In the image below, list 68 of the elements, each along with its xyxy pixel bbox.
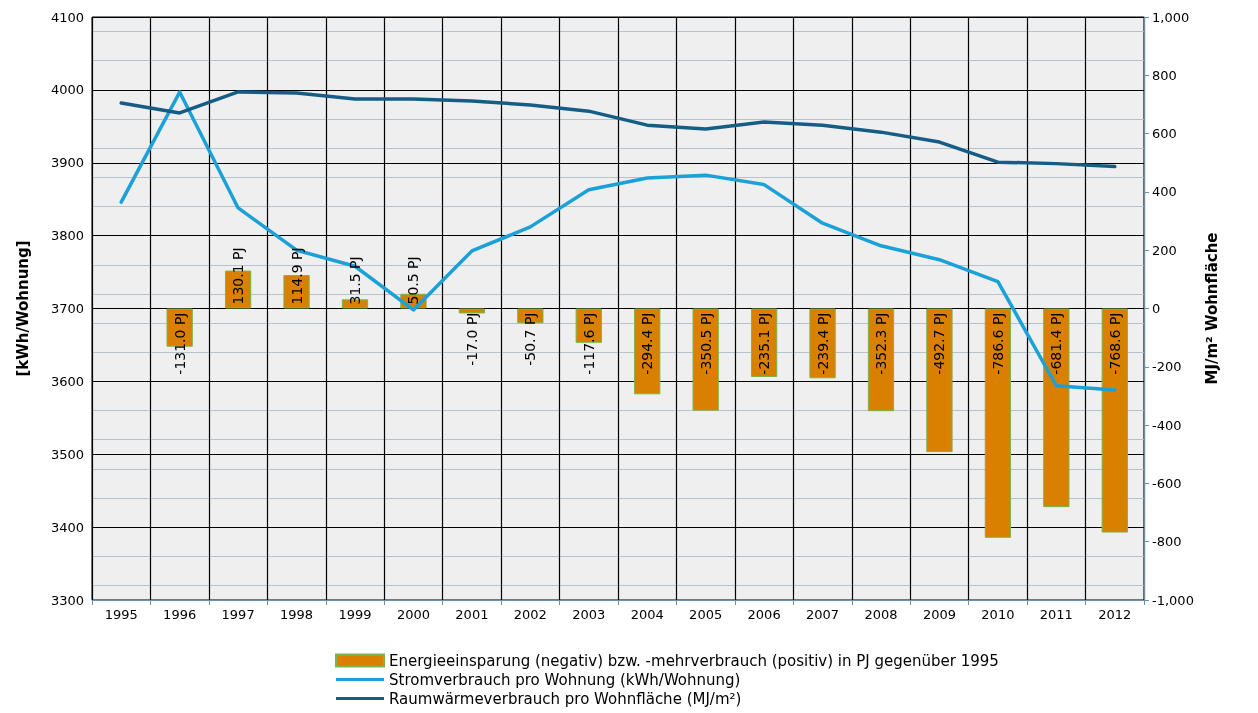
data-label: -235.1 PJ <box>756 312 773 375</box>
x-tick-label: 1999 <box>338 607 372 622</box>
y-tick-label: 3500 <box>50 446 84 462</box>
x-tick-label: 2010 <box>981 607 1015 622</box>
y-tick-label: 4100 <box>50 9 84 25</box>
data-label: 50.5 PJ <box>405 256 422 305</box>
legend-label: Stromverbrauch pro Wohnung (kWh/Wohnung) <box>389 670 741 689</box>
data-label: -17.0 PJ <box>463 312 480 366</box>
y-tick-label: 3900 <box>50 155 84 171</box>
x-tick-label: 1995 <box>104 607 138 622</box>
x-tick-label: 2008 <box>864 607 898 622</box>
x-tick-label: 2012 <box>1098 607 1132 622</box>
data-label: -117.6 PJ <box>580 312 597 375</box>
y-tick-label: 4000 <box>50 82 84 98</box>
y2-tick-label: 0 <box>1152 301 1161 316</box>
data-label: 114.9 PJ <box>288 247 305 305</box>
y-tick-label: 3800 <box>50 228 84 244</box>
y2-tick-label: -600 <box>1152 475 1182 491</box>
data-label: -768.6 PJ <box>1106 312 1123 375</box>
data-label: 130.1 PJ <box>230 247 247 305</box>
y2-tick-label: 200 <box>1152 242 1177 258</box>
x-tick-label: 2011 <box>1039 607 1073 622</box>
y-tick-label: 3300 <box>50 592 84 608</box>
y2-tick-label: -800 <box>1152 534 1182 550</box>
x-tick-label: 2002 <box>513 607 547 622</box>
x-tick-label: 2009 <box>922 607 956 622</box>
bar <box>926 308 953 453</box>
data-label: -786.6 PJ <box>989 312 1006 375</box>
y2-tick-label: -400 <box>1152 417 1182 433</box>
x-tick-label: 2005 <box>689 607 723 622</box>
legend-label: Energieeinsparung (negativ) bzw. -mehrverbrauch (positiv) in PJ gegenüber 1995 <box>389 651 999 670</box>
legend-label: Raumwärmeverbrauch pro Wohnfläche (MJ/m²) <box>389 689 742 708</box>
bar <box>1101 308 1128 533</box>
data-label: -681.4 PJ <box>1048 312 1065 375</box>
x-tick-label: 1998 <box>280 607 314 622</box>
data-label: -131.0 PJ <box>171 312 188 375</box>
data-label: -294.4 PJ <box>639 312 656 375</box>
x-tick-label: 1996 <box>163 607 197 622</box>
y-tick-label: 3600 <box>50 373 84 389</box>
y2-axis-title: MJ/m² Wohnfläche <box>1203 232 1222 385</box>
bar <box>458 308 486 314</box>
x-tick-label: 2003 <box>572 607 606 622</box>
x-tick-label: 1997 <box>221 607 255 622</box>
y-axis-title: [kWh/Wohnung] <box>13 240 32 377</box>
data-label: -492.7 PJ <box>931 312 948 375</box>
y-tick-label: 3700 <box>50 301 84 316</box>
x-tick-label: 2001 <box>455 607 489 622</box>
bar <box>984 308 1012 538</box>
x-tick-label: 2006 <box>747 607 781 622</box>
y2-tick-label: 1,000 <box>1152 9 1190 25</box>
x-tick-label: 2000 <box>396 607 430 622</box>
bar <box>634 308 661 395</box>
y2-tick-label: 400 <box>1152 184 1177 200</box>
data-label: -350.5 PJ <box>697 312 714 375</box>
y2-tick-label: 600 <box>1152 126 1177 142</box>
y-tick-label: 3400 <box>50 519 84 535</box>
line-series <box>119 90 1117 169</box>
bar <box>692 308 719 411</box>
y2-tick-label: -200 <box>1152 359 1182 375</box>
data-label: -50.7 PJ <box>522 312 539 366</box>
y2-tick-label: 800 <box>1152 67 1177 83</box>
data-label: -352.3 PJ <box>873 312 889 375</box>
data-label: -239.4 PJ <box>814 312 831 375</box>
bar <box>1043 308 1070 508</box>
data-label: 31.5 PJ <box>347 256 363 305</box>
y2-tick-label: -1,000 <box>1152 592 1194 608</box>
x-tick-label: 2004 <box>630 607 664 622</box>
x-tick-label: 2007 <box>806 607 840 622</box>
